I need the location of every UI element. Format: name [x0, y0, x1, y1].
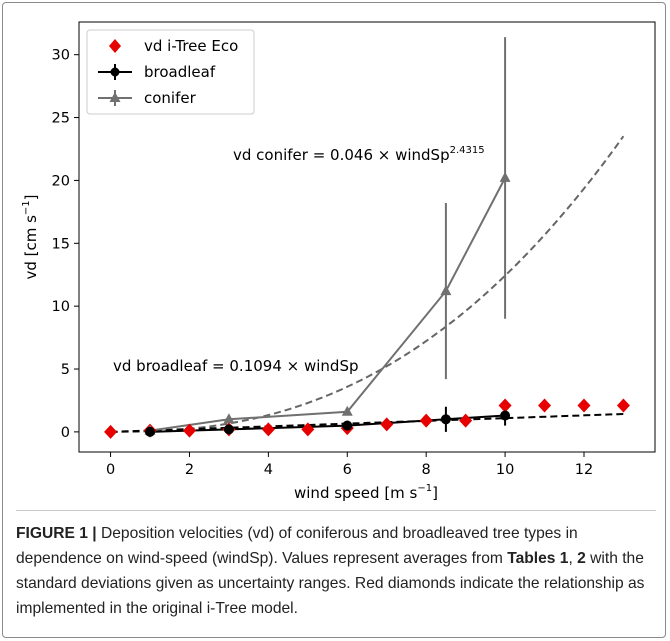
caption-tables-ref[interactable]: Tables 1 — [507, 550, 569, 567]
marker-itree-7 — [380, 417, 394, 432]
legend-label-conifer: conifer — [144, 89, 197, 107]
marker-broadleaf-4 — [500, 410, 511, 421]
marker-itree-5 — [301, 422, 315, 437]
chart: 0 2 4 6 8 10 12 0 5 10 15 20 25 30 vd conifer = 0.04… — [21, 21, 656, 502]
legend-label-broadleaf: broadleaf — [144, 63, 216, 81]
legend-box — [86, 29, 255, 115]
caption-text-1: Deposition velocities (vd) of coniferous… — [16, 525, 578, 567]
fit-lines — [110, 135, 625, 433]
marker-broadleaf-1 — [223, 424, 234, 435]
x-tick-label-4: 8 — [422, 462, 431, 478]
y-axis-label: vd [cm s−1] — [21, 194, 40, 279]
x-axis: 0 2 4 6 8 10 12 — [106, 452, 593, 478]
x-axis-label: wind speed [m s−1] — [294, 483, 438, 502]
legend: vd i-Tree Eco broadleaf conifer — [86, 29, 255, 115]
legend-marker-itree — [109, 39, 121, 53]
legend-marker-conifer — [109, 92, 121, 102]
marker-broadleaf-2 — [342, 420, 353, 431]
x-tick-label-5: 10 — [496, 462, 514, 478]
x-tick-label-2: 4 — [264, 462, 273, 478]
fit-line-broadleaf — [110, 413, 624, 433]
annotation-conifer: vd conifer = 0.046 × windSp2.4315 — [233, 145, 485, 164]
y-tick-label-0: 0 — [61, 425, 70, 441]
fit-line-conifer — [110, 135, 625, 433]
markers — [104, 171, 630, 439]
y-tick-label-4: 20 — [52, 173, 70, 189]
marker-itree-8 — [419, 413, 433, 428]
x-tick-label-3: 6 — [343, 462, 352, 478]
marker-itree-12 — [577, 398, 591, 413]
x-tick-label-6: 12 — [575, 462, 593, 478]
y-tick-label-3: 15 — [52, 236, 70, 252]
y-tick-label-1: 5 — [61, 362, 70, 378]
marker-itree-0 — [104, 424, 118, 439]
marker-broadleaf-3 — [440, 414, 451, 425]
caption-text-2: with the standard deviations given as un… — [16, 550, 645, 617]
caption-label: FIGURE 1 | — [16, 525, 97, 542]
marker-itree-11 — [538, 398, 552, 413]
caption-comma: , — [568, 550, 578, 567]
legend-label-itree: vd i-Tree Eco — [144, 37, 238, 55]
legend-marker-broadleaf — [110, 67, 120, 77]
legend-item-conifer: conifer — [98, 89, 197, 107]
marker-broadleaf-0 — [145, 426, 156, 437]
caption-tables-ref-2[interactable]: 2 — [577, 550, 586, 567]
y-tick-label-6: 30 — [52, 48, 70, 64]
marker-conifer-2 — [341, 405, 353, 416]
marker-itree-10 — [498, 398, 512, 413]
marker-itree-4 — [261, 422, 275, 437]
marker-conifer-4 — [499, 171, 511, 182]
y-tick-label-2: 10 — [52, 299, 70, 315]
legend-item-itree: vd i-Tree Eco — [109, 37, 238, 55]
y-tick-label-5: 25 — [52, 111, 70, 127]
marker-itree-13 — [616, 398, 630, 413]
legend-item-broadleaf: broadleaf — [98, 63, 216, 81]
y-axis: 0 5 10 15 20 25 30 — [52, 48, 79, 441]
marker-itree-9 — [459, 413, 473, 428]
marker-conifer-3 — [440, 285, 452, 296]
annotation-broadleaf: vd broadleaf = 0.1094 × windSp — [113, 357, 359, 375]
x-tick-label-0: 0 — [106, 462, 115, 478]
marker-itree-2 — [182, 423, 196, 438]
figure-caption: FIGURE 1 | Deposition velocities (vd) of… — [16, 510, 656, 621]
marker-conifer-1 — [223, 413, 235, 424]
x-tick-label-1: 2 — [185, 462, 194, 478]
